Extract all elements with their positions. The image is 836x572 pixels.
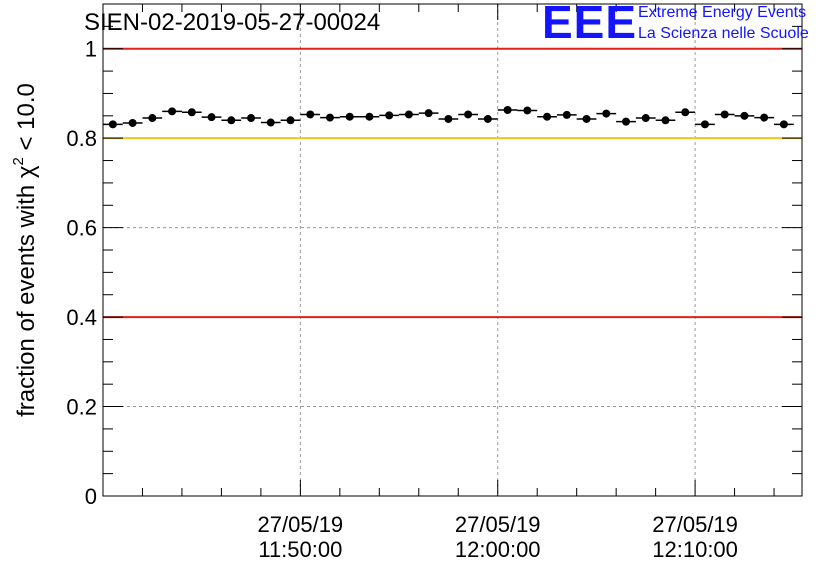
y-tick-label: 1 [85,37,97,62]
y-tick-label: 0.8 [66,126,97,151]
data-point [365,112,374,121]
data-point [779,120,788,129]
data-point [622,117,631,126]
data-point [227,116,236,125]
data-point [424,109,433,118]
data-point [602,109,611,118]
data-point [345,112,354,121]
data-point [266,118,275,127]
x-tick-label-time: 12:10:00 [652,537,738,562]
axis-ticks [103,4,802,497]
y-axis-label-superscript: 2 [10,157,27,165]
y-tick-label: 0.4 [66,305,97,330]
data-point [148,114,157,123]
y-axis-label-tail: < 10.0 [13,83,40,157]
eee-logo: EEE Extreme Energy Events La Scienza nel… [542,0,832,48]
data-point [483,114,492,123]
logo-mark: EEE [542,0,638,48]
reference-lines [103,47,802,319]
logo-line-2: La Scienza nelle Scuole [638,25,809,42]
data-point [207,113,216,122]
y-tick-labels: 0 0.2 0.4 0.6 0.8 1 [66,37,97,509]
y-axis-label: fraction of events with χ2 < 10.0 [10,83,40,417]
data-point [720,110,729,119]
data-point [108,120,117,129]
data-point [641,114,650,123]
x-tick-label-date: 27/05/19 [652,512,738,537]
data-point [740,111,749,120]
data-point [681,108,690,117]
logo-line-1: Extreme Energy Events [638,4,807,21]
data-point [286,116,295,125]
data-point [582,114,591,123]
y-tick-label: 0.2 [66,395,97,420]
x-tick-label-time: 11:50:00 [258,537,342,562]
plot-frame [102,3,803,497]
y-axis-label-main: fraction of events with χ [13,165,40,417]
data-point [325,113,334,122]
data-point [168,107,177,116]
data-point [543,112,552,121]
y-tick-label: 0.6 [66,216,97,241]
x-tick-labels: 27/05/1911:50:0027/05/1912:00:0027/05/19… [258,512,738,562]
x-tick-label-date: 27/05/19 [258,512,344,537]
x-tick-label-time: 12:00:00 [455,537,541,562]
data-point [404,110,413,119]
data-point [247,114,256,123]
data-point [760,113,769,122]
data-point [306,110,315,119]
data-point [661,116,670,125]
data-point [523,106,532,115]
x-tick-label-date: 27/05/19 [455,512,541,537]
data-point [503,106,512,115]
data-point [444,114,453,123]
data-point [187,108,196,117]
chart-title: SIEN-02-2019-05-27-00024 [84,9,381,36]
data-point [562,110,571,119]
data-point [464,110,473,119]
data-point [700,120,709,129]
grid-lines [103,4,802,496]
data-points [103,106,794,129]
y-tick-label: 0 [85,484,97,509]
data-point [385,111,394,120]
data-point [128,118,137,127]
